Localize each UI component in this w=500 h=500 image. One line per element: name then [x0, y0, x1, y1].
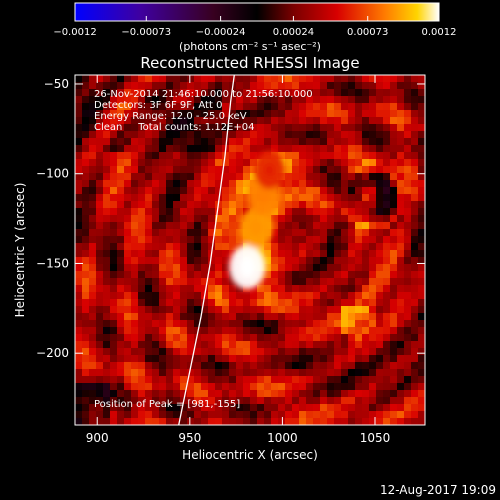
- annotation-time-range: 26-Nov-2014 21:46:10.000 to 21:56:10.000: [94, 89, 313, 100]
- y-tick-label: −200: [36, 346, 69, 360]
- chart-title: Reconstructed RHESSI Image: [140, 54, 359, 72]
- colorbar-tick-label: 0.0012: [422, 27, 457, 38]
- colorbar-tick-label: 0.00073: [347, 27, 388, 38]
- y-axis: −50 −100 −150 −200: [36, 77, 425, 360]
- plot-frame: [74, 74, 426, 426]
- annotation-energy: Energy Range: 12.0 - 25.0 keV: [94, 111, 247, 122]
- source-core: [239, 256, 256, 279]
- colorbar-label: (photons cm⁻² s⁻¹ asec⁻²): [179, 40, 321, 53]
- x-tick-label: 1000: [267, 431, 298, 445]
- annotation-detectors: Detectors: 3F 6F 9F, Att 0: [94, 100, 222, 111]
- source-core: [249, 218, 263, 237]
- source-core: [257, 186, 271, 204]
- colorbar-tick-label: −0.0012: [53, 27, 96, 38]
- bright-sources: [229, 151, 285, 290]
- source-core: [264, 163, 275, 177]
- colorbar-ticks: −0.0012 −0.00073 −0.00024 0.00024 0.00073 0.0…: [53, 16, 457, 38]
- footer-timestamp: 12-Aug-2017 19:09: [380, 483, 496, 497]
- colorbar-tick-label: −0.00024: [196, 27, 246, 38]
- colorbar: [74, 2, 440, 22]
- x-axis-label: Heliocentric X (arcsec): [182, 448, 318, 462]
- y-tick-label: −150: [36, 256, 69, 270]
- x-axis: 900 950 1000 1050: [86, 75, 391, 445]
- peak-position-label: Position of Peak = [981,-155]: [94, 399, 240, 410]
- solar-limb: [178, 75, 235, 425]
- x-tick-label: 1050: [360, 431, 391, 445]
- colorbar-tick-label: 0.00024: [273, 27, 314, 38]
- colorbar-tick-label: −0.00073: [121, 27, 171, 38]
- x-tick-label: 900: [86, 431, 109, 445]
- y-tick-label: −50: [44, 77, 69, 91]
- y-axis-label: Heliocentric Y (arcsec): [13, 183, 27, 318]
- annotation-clean-counts: Clean Total counts: 1.12E+04: [94, 122, 254, 133]
- plot-area: [75, 75, 425, 425]
- x-tick-label: 950: [178, 431, 201, 445]
- y-tick-label: −100: [36, 167, 69, 181]
